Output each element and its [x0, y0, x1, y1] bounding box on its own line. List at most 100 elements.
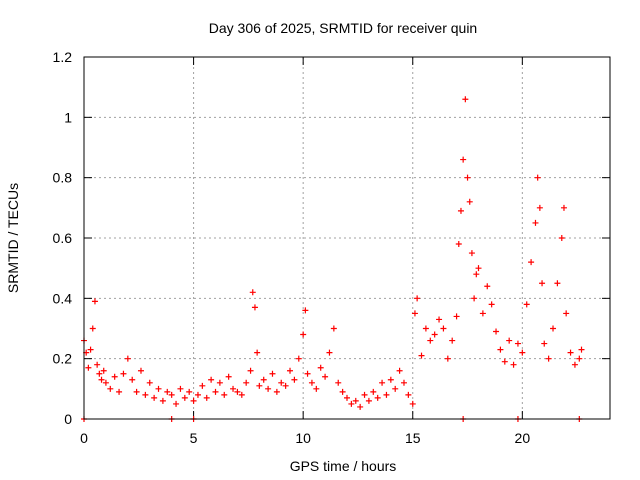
- data-point: [339, 388, 346, 395]
- data-point: [278, 379, 285, 386]
- data-point: [287, 367, 294, 374]
- data-point: [545, 355, 552, 362]
- x-tick-label: 15: [405, 430, 421, 446]
- data-point: [208, 376, 215, 383]
- data-point: [212, 388, 219, 395]
- data-point: [370, 388, 377, 395]
- data-point: [133, 388, 140, 395]
- data-point: [488, 301, 495, 308]
- data-point: [352, 397, 359, 404]
- data-point: [464, 174, 471, 181]
- data-point: [493, 328, 500, 335]
- data-point: [87, 346, 94, 353]
- data-point: [91, 298, 98, 305]
- data-point: [111, 373, 118, 380]
- x-tick-label: 5: [190, 430, 198, 446]
- data-point: [460, 156, 467, 163]
- data-point: [571, 361, 578, 368]
- data-point: [100, 367, 107, 374]
- data-point: [155, 385, 162, 392]
- data-point: [427, 337, 434, 344]
- data-point: [534, 174, 541, 181]
- data-point: [479, 310, 486, 317]
- data-point: [256, 382, 263, 389]
- axis-ticks: 0 0.2 0.4 0.6 0.8 1 1.2 0 5 10 15 20: [53, 49, 610, 446]
- data-point: [216, 379, 223, 386]
- data-point: [335, 379, 342, 386]
- data-point: [291, 376, 298, 383]
- data-point: [344, 394, 350, 401]
- data-point: [102, 379, 109, 386]
- data-point: [528, 259, 535, 266]
- data-point: [357, 403, 364, 410]
- data-point: [440, 325, 447, 332]
- data-point: [383, 391, 390, 398]
- data-point: [536, 204, 543, 211]
- x-tick-label: 0: [80, 430, 88, 446]
- data-point: [313, 385, 320, 392]
- data-point: [558, 235, 565, 241]
- plot-frame: [83, 56, 611, 420]
- data-point: [317, 364, 324, 371]
- y-tick-label: 0.8: [53, 170, 73, 186]
- data-point: [453, 313, 460, 320]
- x-tick-label: 20: [515, 430, 531, 446]
- y-tick-label: 1.2: [53, 49, 73, 65]
- data-point: [519, 349, 526, 356]
- data-point: [265, 385, 272, 392]
- data-point: [560, 204, 567, 211]
- data-point: [120, 370, 127, 377]
- data-point: [181, 394, 188, 401]
- data-point: [554, 280, 561, 287]
- data-point: [449, 337, 456, 344]
- data-point: [194, 391, 201, 398]
- data-point: [436, 316, 443, 323]
- data-point: [361, 391, 368, 398]
- x-axis-label: GPS time / hours: [290, 458, 397, 474]
- data-point: [199, 382, 206, 389]
- data-point: [254, 349, 261, 356]
- data-point: [151, 394, 158, 401]
- data-point: [295, 355, 302, 362]
- data-point: [273, 388, 280, 395]
- data-point: [455, 241, 462, 248]
- data-point: [302, 307, 309, 314]
- data-point: [326, 349, 333, 356]
- data-point: [414, 295, 421, 302]
- data-point: [230, 385, 237, 392]
- data-point: [462, 96, 469, 103]
- y-tick-label: 0.4: [53, 290, 73, 306]
- data-point: [374, 394, 381, 401]
- data-point: [396, 367, 403, 374]
- data-point: [260, 376, 267, 383]
- x-tick-label: 10: [295, 430, 311, 446]
- data-point: [304, 370, 311, 377]
- data-point: [365, 397, 372, 404]
- data-point: [94, 361, 101, 368]
- data-point: [484, 283, 491, 290]
- data-point: [142, 391, 149, 398]
- data-point: [330, 325, 337, 332]
- data-point: [468, 250, 475, 257]
- data-point: [387, 376, 394, 383]
- data-point: [173, 400, 180, 407]
- data-point: [510, 361, 517, 368]
- data-point: [146, 379, 153, 386]
- data-point: [177, 385, 184, 392]
- data-point: [576, 355, 583, 362]
- data-point: [203, 394, 210, 401]
- data-point: [234, 388, 241, 395]
- data-point: [539, 280, 546, 287]
- data-point: [471, 295, 478, 302]
- data-point: [444, 355, 451, 362]
- y-tick-label: 0.6: [53, 230, 73, 246]
- data-points: [81, 96, 585, 422]
- data-point: [405, 391, 412, 398]
- data-point: [116, 388, 123, 395]
- data-point: [457, 207, 464, 214]
- data-point: [85, 364, 92, 371]
- data-point: [523, 301, 530, 308]
- y-tick-label: 1: [64, 109, 72, 125]
- data-point: [392, 385, 399, 392]
